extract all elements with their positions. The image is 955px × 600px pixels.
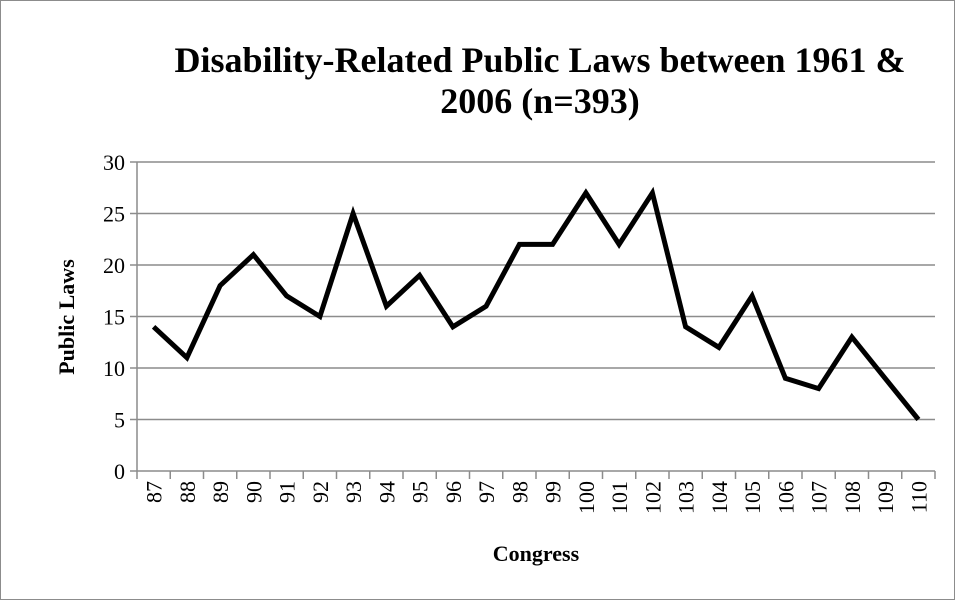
x-tick-label: 92 (308, 481, 333, 503)
x-tick-label: 98 (507, 481, 532, 503)
x-tick-label: 110 (906, 481, 931, 513)
x-tick-label: 91 (275, 481, 300, 503)
x-tick-labels: 87 88 89 90 91 92 93 94 95 96 97 98 99 100 101 102 103 10… (142, 481, 932, 514)
y-tick-label: 10 (103, 356, 125, 381)
x-tick-label: 103 (674, 481, 699, 514)
x-tick-label: 93 (341, 481, 366, 503)
x-tick-label: 88 (175, 481, 200, 503)
chart-title: Disability-Related Public Laws between 1… (174, 40, 906, 121)
x-axis (136, 162, 936, 479)
x-tick-label: 101 (607, 481, 632, 514)
x-tick-label: 94 (374, 481, 399, 503)
gridlines (130, 161, 935, 472)
x-tick-label: 108 (840, 481, 865, 514)
x-tick-label: 106 (773, 481, 798, 514)
y-tick-label: 30 (103, 150, 125, 175)
y-tick-label: 0 (114, 459, 125, 484)
y-tick-label: 25 (103, 202, 125, 227)
x-tick-label: 87 (142, 481, 167, 503)
y-tick-label: 5 (114, 408, 125, 433)
y-tick-labels: 0 5 10 15 20 25 30 (103, 150, 125, 484)
y-tick-label: 20 (103, 253, 125, 278)
x-tick-label: 107 (807, 481, 832, 514)
x-tick-label: 97 (474, 481, 499, 503)
y-axis-title: Public Laws (54, 259, 79, 375)
x-tick-label: 105 (740, 481, 765, 514)
x-tick-label: 104 (707, 481, 732, 514)
x-tick-label: 96 (441, 481, 466, 503)
x-tick-label: 95 (408, 481, 433, 503)
y-tick-label: 15 (103, 305, 125, 330)
series-layer (151, 186, 921, 422)
x-tick-label: 99 (541, 481, 566, 503)
x-tick-label: 100 (574, 481, 599, 514)
x-tick-label: 89 (208, 481, 233, 503)
series-line (151, 186, 921, 422)
x-axis-title: Congress (493, 541, 580, 566)
x-tick-label: 102 (640, 481, 665, 514)
x-tick-label: 109 (873, 481, 898, 514)
x-tick-label: 90 (241, 481, 266, 503)
